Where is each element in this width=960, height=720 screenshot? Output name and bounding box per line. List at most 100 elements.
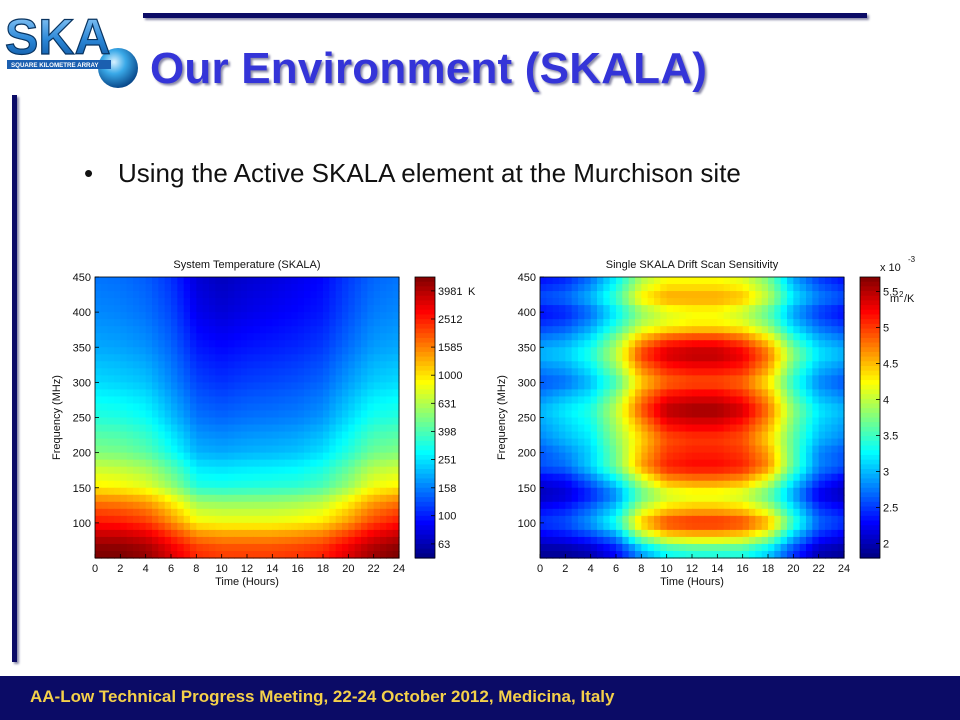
- heatmap-cell: [361, 550, 368, 559]
- heatmap-cell: [323, 410, 330, 419]
- heatmap-cell: [177, 389, 185, 398]
- heatmap-cell: [228, 410, 235, 419]
- heatmap-cell: [730, 305, 737, 313]
- heatmap-cell: [139, 550, 147, 559]
- heatmap-cell: [679, 347, 687, 355]
- heatmap-cell: [755, 515, 763, 524]
- heatmap-cell: [354, 326, 362, 334]
- heatmap-cell: [183, 298, 191, 306]
- heatmap-cell: [259, 550, 267, 559]
- heatmap-cell: [768, 543, 775, 552]
- heatmap-cell: [348, 340, 356, 348]
- heatmap-cell: [183, 417, 191, 426]
- heatmap-cell: [635, 382, 642, 391]
- heatmap-cell: [101, 326, 109, 334]
- heatmap-cell: [323, 508, 330, 517]
- colorbar-segment: [860, 384, 880, 390]
- heatmap-cell: [145, 354, 153, 362]
- heatmap-cell: [259, 396, 267, 405]
- heatmap-cell: [755, 501, 763, 510]
- heatmap-cell: [812, 445, 820, 454]
- heatmap-cell: [259, 354, 267, 362]
- heatmap-cell: [259, 340, 267, 348]
- heatmap-cell: [392, 277, 400, 285]
- heatmap-cell: [316, 284, 324, 292]
- heatmap-cell: [202, 347, 210, 355]
- heatmap-cell: [768, 508, 775, 517]
- heatmap-cell: [183, 438, 191, 447]
- heatmap-cell: [266, 480, 273, 489]
- heatmap-cell: [310, 508, 318, 517]
- heatmap-cell: [761, 452, 769, 461]
- heatmap-cell: [183, 508, 191, 517]
- heatmap-cell: [164, 487, 172, 496]
- heatmap-cell: [215, 522, 223, 531]
- heatmap-cell: [787, 403, 794, 412]
- heatmap-cell: [158, 438, 166, 447]
- heatmap-cell: [774, 319, 782, 327]
- heatmap-cell: [780, 361, 788, 369]
- heatmap-cell: [278, 312, 286, 320]
- heatmap-cell: [742, 417, 750, 426]
- heatmap-cell: [367, 361, 375, 369]
- heatmap-cell: [730, 326, 737, 334]
- heatmap-cell: [304, 319, 311, 327]
- heatmap-cell: [559, 396, 566, 405]
- heatmap-cell: [622, 438, 630, 447]
- heatmap-cell: [373, 319, 381, 327]
- heatmap-cell: [799, 473, 807, 482]
- heatmap-cell: [698, 473, 706, 482]
- heatmap-cell: [616, 403, 623, 412]
- heatmap-cell: [367, 459, 375, 468]
- heatmap-cell: [837, 515, 845, 524]
- heatmap-cell: [120, 277, 128, 285]
- heatmap-cell: [253, 452, 261, 461]
- heatmap-cell: [259, 466, 267, 475]
- heatmap-cell: [565, 515, 573, 524]
- heatmap-cell: [723, 389, 731, 398]
- heatmap-cell: [272, 459, 280, 468]
- heatmap-cell: [278, 319, 286, 327]
- heatmap-cell: [774, 508, 782, 517]
- heatmap-cell: [780, 522, 788, 531]
- heatmap-cell: [380, 431, 387, 440]
- heatmap-cell: [812, 396, 820, 405]
- colorbar-segment: [415, 525, 435, 531]
- heatmap-cell: [291, 368, 299, 376]
- heatmap-cell: [266, 354, 273, 362]
- heatmap-cell: [755, 445, 763, 454]
- heatmap-cell: [673, 298, 680, 306]
- heatmap-cell: [825, 333, 832, 341]
- heatmap-cell: [654, 494, 661, 503]
- heatmap-cell: [190, 333, 197, 341]
- heatmap-cell: [158, 494, 166, 503]
- heatmap-cell: [190, 480, 197, 489]
- heatmap-cell: [278, 501, 286, 510]
- heatmap-cell: [812, 452, 820, 461]
- heatmap-cell: [285, 480, 292, 489]
- heatmap-cell: [240, 333, 248, 341]
- heatmap-cell: [177, 480, 185, 489]
- heatmap-cell: [120, 319, 128, 327]
- heatmap-cell: [749, 508, 756, 517]
- heatmap-cell: [209, 466, 216, 475]
- heatmap-cell: [139, 403, 147, 412]
- heatmap-cell: [392, 389, 400, 398]
- heatmap-cell: [704, 522, 712, 531]
- heatmap-cell: [278, 354, 286, 362]
- heatmap-cell: [304, 438, 311, 447]
- heatmap-cell: [266, 466, 273, 475]
- heatmap-cell: [240, 305, 248, 313]
- heatmap-cell: [540, 424, 547, 433]
- heatmap-cell: [660, 361, 668, 369]
- heatmap-cell: [133, 389, 140, 398]
- heatmap-cell: [335, 501, 343, 510]
- heatmap-cell: [768, 354, 775, 362]
- heatmap-cell: [316, 361, 324, 369]
- heatmap-cell: [209, 417, 216, 426]
- heatmap-cell: [183, 550, 191, 559]
- heatmap-cell: [761, 396, 769, 405]
- heatmap-cell: [158, 459, 166, 468]
- heatmap-cell: [546, 354, 554, 362]
- heatmap-cell: [761, 529, 769, 538]
